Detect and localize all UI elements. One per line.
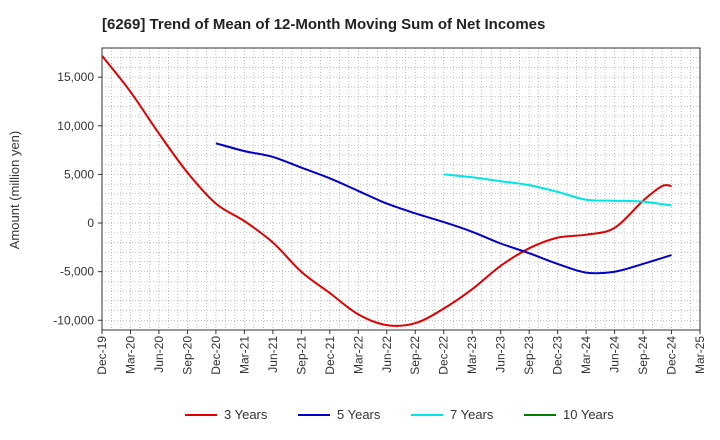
y-tick-label: -10,000 — [53, 313, 94, 327]
legend-label-3-years: 3 Years — [224, 407, 268, 422]
legend-label-5-years: 5 Years — [337, 407, 381, 422]
x-tick-label: Jun-24 — [608, 336, 622, 373]
x-tick-label: Mar-20 — [123, 336, 137, 374]
x-tick-label: Dec-19 — [95, 336, 109, 375]
x-tick-label: Jun-21 — [266, 336, 280, 373]
legend-label-10-years: 10 Years — [563, 407, 614, 422]
y-axis-label: Amount (million yen) — [7, 131, 22, 250]
grid — [101, 47, 701, 331]
x-tick-label: Jun-20 — [152, 336, 166, 373]
y-tick-label: -5,000 — [60, 265, 94, 279]
y-axis: 15,000 10,000 5,000 0 -5,000 -10,000 — [53, 70, 102, 327]
x-tick-label: Dec-21 — [323, 336, 337, 375]
y-tick-label: 5,000 — [64, 167, 94, 181]
x-tick-label: Mar-21 — [237, 336, 251, 374]
x-tick-label: Sep-22 — [408, 336, 422, 375]
x-tick-label: Jun-22 — [380, 336, 394, 373]
x-tick-label: Dec-24 — [665, 336, 679, 375]
x-tick-label: Dec-23 — [551, 336, 565, 375]
series-lines — [101, 55, 672, 327]
legend-label-7-years: 7 Years — [450, 407, 494, 422]
x-tick-label: Sep-23 — [522, 336, 536, 375]
x-tick-label: Mar-24 — [579, 336, 593, 374]
y-tick-label: 0 — [87, 216, 94, 230]
y-tick-label: 10,000 — [57, 119, 94, 133]
series-line-3-years — [101, 55, 672, 327]
x-tick-label: Sep-21 — [294, 336, 308, 375]
x-tick-label: Mar-22 — [351, 336, 365, 374]
x-tick-label: Dec-22 — [437, 336, 451, 375]
x-tick-label: Sep-20 — [180, 336, 194, 375]
x-tick-label: Dec-20 — [209, 336, 223, 375]
x-axis: Dec-19 Mar-20 Jun-20 Sep-20 Dec-20 Mar-21 Jun-… — [95, 330, 707, 375]
legend: 3 Years 5 Years 7 Years 10 Years — [185, 407, 614, 422]
x-tick-label: Jun-23 — [494, 336, 508, 373]
series-line-7-years — [443, 173, 672, 207]
x-tick-label: Mar-23 — [465, 336, 479, 374]
plot-frame — [101, 47, 701, 331]
series-line-5-years — [215, 142, 672, 275]
x-tick-label: Sep-24 — [636, 336, 650, 375]
y-tick-label: 15,000 — [57, 70, 94, 84]
chart-title: [6269] Trend of Mean of 12-Month Moving … — [102, 16, 545, 33]
x-tick-label: Mar-25 — [693, 336, 707, 374]
